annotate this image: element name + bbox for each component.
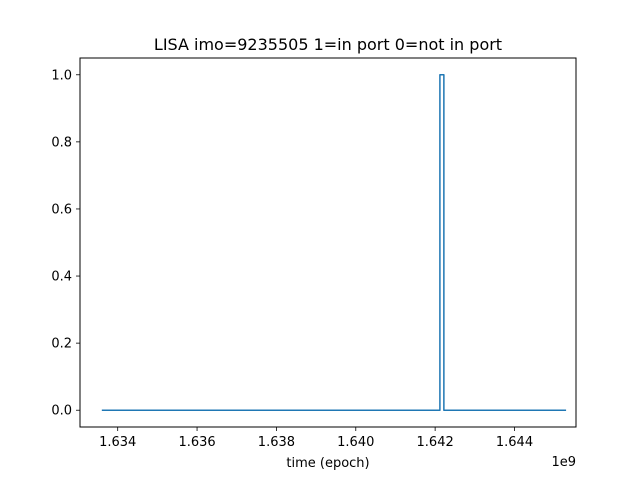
y-tick-label: 0.8: [51, 135, 72, 150]
y-tick-label: 0.0: [51, 404, 72, 419]
x-tick-label: 1.638: [258, 435, 295, 450]
x-tick-label: 1.636: [178, 435, 215, 450]
x-tick-label: 1.644: [496, 435, 533, 450]
x-tick-label: 1.640: [337, 435, 374, 450]
y-tick-label: 0.4: [51, 270, 72, 285]
x-tick-label: 1.634: [99, 435, 136, 450]
chart-title: LISA imo=9235505 1=in port 0=not in port: [154, 35, 502, 54]
x-axis-label: time (epoch): [286, 456, 369, 471]
y-tick-label: 0.6: [51, 202, 72, 217]
y-tick-label: 0.2: [51, 337, 72, 352]
x-axis-offset-label: 1e9: [551, 455, 576, 470]
y-tick-label: 1.0: [51, 68, 72, 83]
x-tick-label: 1.642: [417, 435, 454, 450]
